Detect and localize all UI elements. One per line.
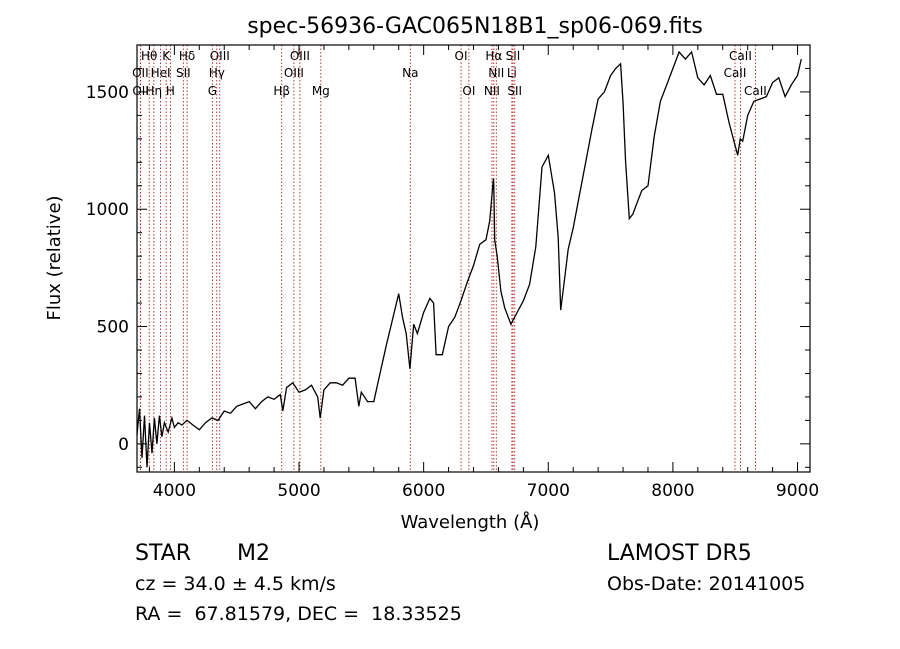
y-tick-label: 500 [97, 318, 129, 338]
spectral-line-label: OIII [284, 66, 304, 80]
x-tick-label: 5000 [277, 481, 320, 501]
spectral-line-label: NII [488, 66, 504, 80]
spectral-line-label: SII [176, 66, 191, 80]
spectral-line-label: Mg [312, 84, 330, 98]
spectral-line-label: NII [484, 84, 500, 98]
spectrum-line [136, 50, 802, 468]
chart-title: spec-56936-GAC065N18B1_sp06-069.fits [247, 14, 703, 39]
obs-date-text: Obs-Date: 20141005 [607, 573, 806, 595]
y-tick-label: 0 [118, 435, 129, 455]
spectral-line-label: G [208, 84, 217, 98]
x-tick-label: 9000 [776, 481, 819, 501]
spectral-line-label: Hγ [209, 66, 225, 80]
y-tick-label: 1500 [86, 83, 129, 103]
spectral-line-label: K [162, 49, 171, 63]
spectral-line-label: OI [462, 84, 475, 98]
spectral-line-label: OIII [290, 49, 310, 63]
spectral-line-label: Li [507, 66, 517, 80]
spectral-line-label: CaII [729, 49, 752, 63]
y-axis-label: Flux (relative) [44, 195, 65, 320]
coordinates-text: RA = 67.81579, DEC = 18.33525 [135, 603, 462, 625]
spectral-line-label: OIII [210, 49, 230, 63]
spectral-line-label: CaII [744, 84, 767, 98]
spectral-line-label: HeI [151, 66, 171, 80]
spectral-line-label: Hδ [179, 49, 195, 63]
object-class-label: STAR [135, 541, 192, 566]
spectral-line-label: Na [402, 66, 418, 80]
x-tick-label: 7000 [527, 481, 570, 501]
spectral-line-label: SII [506, 49, 521, 63]
y-tick-label: 1000 [86, 200, 129, 220]
spectral-line-label: CaII [724, 66, 747, 80]
spectral-line-label: H [166, 84, 175, 98]
object-subclass-label: M2 [237, 541, 270, 566]
spectral-line-label: Hα [485, 49, 502, 63]
redshift-text: cz = 34.0 ± 4.5 km/s [135, 573, 336, 595]
x-tick-label: 6000 [402, 481, 445, 501]
x-tick-label: 4000 [153, 481, 196, 501]
survey-label: LAMOST DR5 [607, 541, 752, 566]
spectral-line-label: Hθ [141, 49, 157, 63]
x-axis-label: Wavelength (Å) [401, 511, 540, 533]
x-tick-label: 8000 [651, 481, 694, 501]
spectral-line-label: SII [507, 84, 522, 98]
spectral-line-label: Hη [146, 84, 163, 98]
spectral-line-label: OI [455, 49, 468, 63]
plot-axes: 4000 5000 6000 7000 8000 9000 0 500 1000 1500 [86, 44, 819, 501]
spectral-line-label: Hβ [273, 84, 290, 98]
plot-frame [136, 44, 811, 473]
